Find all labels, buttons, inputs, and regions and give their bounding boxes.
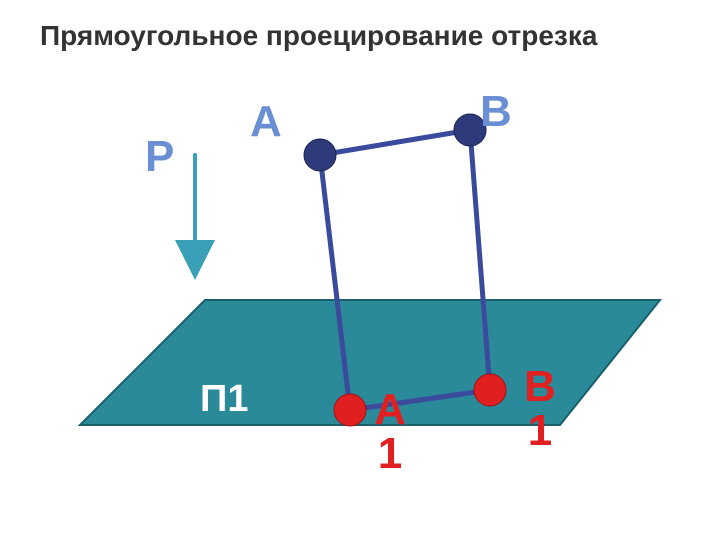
diagram-svg: [0, 0, 720, 540]
label-p: Р: [145, 135, 174, 179]
label-b1: В1: [520, 365, 560, 453]
point-a1: [334, 394, 366, 426]
label-a: А: [250, 100, 282, 144]
plane-label: П1: [200, 380, 248, 418]
point-b1: [474, 374, 506, 406]
line-ab: [320, 130, 470, 155]
label-b: В: [480, 90, 512, 134]
point-a: [304, 139, 336, 171]
label-a1: А1: [370, 388, 410, 476]
